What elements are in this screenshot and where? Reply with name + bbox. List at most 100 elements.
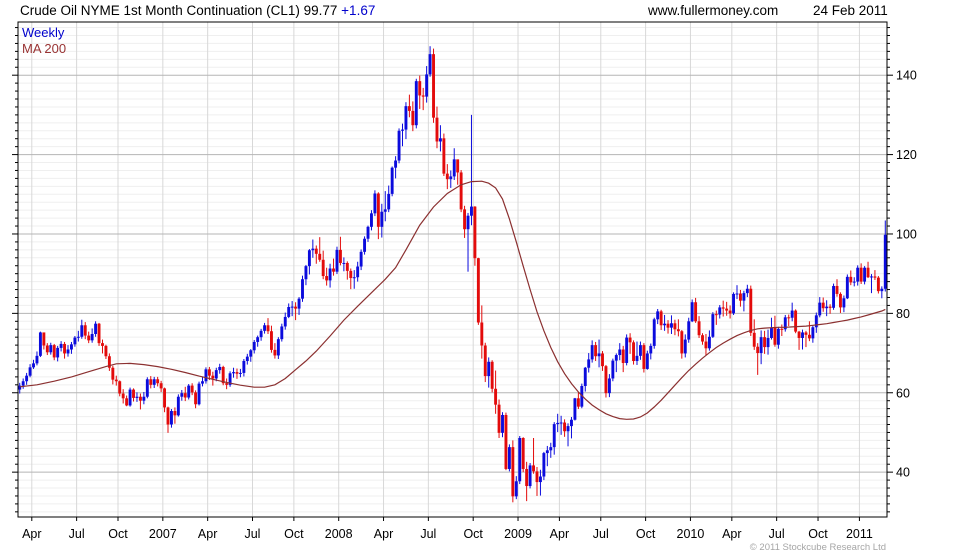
up-candle-body — [18, 385, 22, 390]
up-candle-body — [366, 226, 370, 239]
y-axis-label: 100 — [896, 227, 917, 241]
instrument-and-price: Crude Oil NYME 1st Month Continuation (C… — [20, 3, 338, 18]
down-candle-body — [697, 321, 701, 336]
down-candle-body — [459, 172, 463, 210]
down-candle-body — [594, 345, 598, 357]
x-axis-label: Apr — [550, 527, 569, 541]
up-candle-body — [201, 381, 204, 384]
down-candle-body — [156, 379, 160, 384]
up-candle-body — [707, 336, 711, 349]
x-axis: Apr Jul Oct 2007 Apr Jul Oct 2008 Apr Jul Oct 2009 A… — [22, 517, 873, 541]
up-candle-body — [590, 345, 594, 360]
down-candle-body — [345, 262, 349, 271]
down-candle-body — [149, 379, 153, 385]
up-candle-body — [638, 345, 642, 356]
up-candle-body — [832, 285, 835, 308]
up-candle-body — [397, 130, 401, 161]
up-candle-body — [238, 372, 242, 374]
up-candle-body — [811, 327, 815, 339]
x-axis-label: Oct — [463, 527, 483, 541]
up-candle-body — [335, 249, 339, 272]
down-candle-body — [704, 341, 708, 349]
up-candle-body — [487, 361, 491, 377]
up-candle-body — [49, 345, 53, 353]
up-candle-body — [187, 385, 191, 398]
up-candle-body — [687, 321, 691, 340]
down-candle-body — [494, 388, 498, 405]
x-axis-label: Apr — [22, 527, 41, 541]
down-candle-body — [642, 345, 646, 369]
x-axis-label: Jul — [769, 527, 785, 541]
up-candle-body — [387, 193, 391, 210]
up-candle-body — [280, 326, 284, 340]
up-candle-body — [373, 193, 377, 214]
up-candle-body — [711, 314, 715, 337]
up-candle-body — [356, 266, 360, 278]
up-candle-body — [549, 447, 553, 451]
down-candle-body — [738, 293, 742, 301]
up-candle-body — [252, 341, 256, 351]
down-candle-body — [601, 353, 604, 367]
up-candle-body — [256, 337, 260, 342]
minor-gridlines — [18, 27, 887, 513]
down-candle-body — [849, 276, 853, 283]
up-candle-body — [135, 396, 139, 398]
x-axis-label: 2011 — [846, 527, 873, 541]
up-candle-body — [770, 327, 773, 338]
up-candle-body — [290, 306, 294, 308]
down-candle-body — [521, 438, 525, 469]
up-candle-body — [663, 323, 667, 326]
up-candle-body — [352, 277, 356, 279]
down-candle-body — [473, 206, 477, 259]
down-candle-body — [525, 468, 529, 487]
up-candle-body — [414, 81, 418, 126]
up-candle-body — [611, 360, 615, 379]
up-candle-body — [59, 343, 63, 348]
x-axis-label: Oct — [808, 527, 828, 541]
down-candle-body — [804, 332, 808, 335]
up-candle-body — [404, 106, 408, 130]
up-candle-body — [249, 350, 253, 357]
down-candle-body — [797, 331, 801, 338]
up-candle-body — [32, 363, 35, 368]
up-candle-body — [76, 336, 80, 338]
down-candle-body — [42, 332, 46, 346]
down-candle-body — [418, 81, 422, 96]
up-candle-body — [232, 372, 235, 374]
up-candle-body — [245, 356, 249, 361]
up-candle-body — [649, 345, 653, 354]
up-candle-body — [170, 411, 173, 425]
up-candle-body — [145, 379, 149, 397]
up-candle-body — [21, 381, 25, 386]
down-candle-body — [211, 375, 215, 379]
up-candle-body — [276, 339, 280, 356]
up-candle-body — [570, 419, 573, 427]
down-candle-body — [411, 110, 415, 126]
down-candle-body — [104, 345, 108, 357]
down-candle-body — [166, 407, 170, 425]
up-candle-body — [597, 353, 601, 357]
down-candle-body — [673, 323, 677, 330]
up-candle-body — [573, 398, 577, 420]
down-candle-body — [270, 331, 273, 350]
up-candle-body — [742, 293, 746, 301]
down-candle-body — [97, 323, 101, 344]
up-candle-body — [542, 453, 546, 477]
up-candle-body — [745, 288, 749, 294]
up-candle-body — [470, 206, 473, 216]
up-candle-body — [90, 334, 94, 341]
up-candle-body — [552, 424, 556, 448]
up-candle-body — [311, 248, 315, 251]
up-candle-body — [425, 74, 429, 97]
up-candle-body — [197, 383, 201, 405]
up-candle-body — [28, 367, 32, 376]
up-candle-body — [80, 325, 84, 337]
candlestick-series — [18, 46, 887, 503]
up-candle-body — [863, 267, 867, 282]
up-candle-body — [180, 393, 184, 397]
up-candle-body — [228, 373, 232, 385]
x-axis-label: 2010 — [677, 527, 705, 541]
down-candle-body — [407, 106, 411, 111]
up-candle-body — [307, 250, 311, 267]
x-axis-label: Apr — [722, 527, 741, 541]
